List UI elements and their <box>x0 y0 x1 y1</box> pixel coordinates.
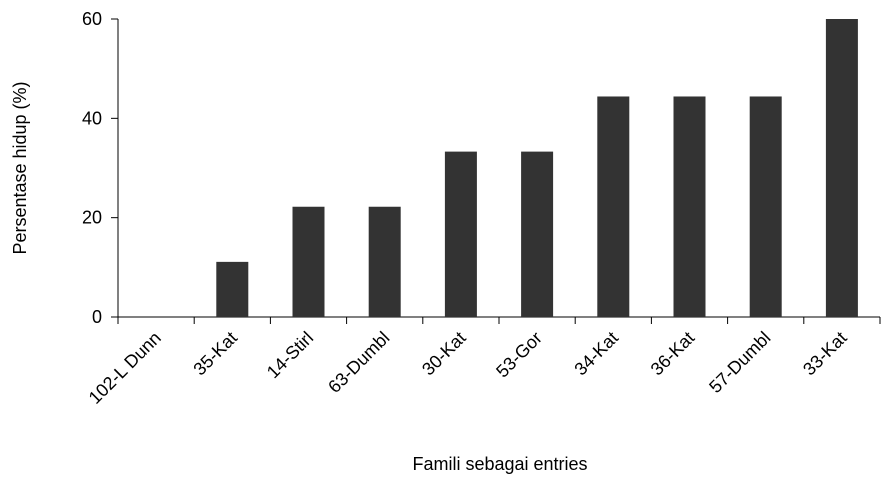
bar <box>292 206 325 317</box>
bar <box>368 206 401 317</box>
x-tick-label: 14-Stirl <box>263 328 317 382</box>
y-axis-label: Persentase hidup (%) <box>10 81 30 254</box>
x-tick-label: 36-Kat <box>647 328 699 380</box>
y-tick-label: 40 <box>82 108 102 128</box>
x-tick-label: 35-Kat <box>189 328 241 380</box>
bar <box>521 151 554 317</box>
bar <box>597 96 630 317</box>
y-tick-label: 0 <box>92 307 102 327</box>
x-tick-label: 102-L Dunn <box>85 328 165 408</box>
x-tick-label: 33-Kat <box>799 328 851 380</box>
x-tick-label: 30-Kat <box>418 328 470 380</box>
x-tick-label: 63-Dumbl <box>324 328 393 397</box>
bar <box>673 96 706 317</box>
y-tick-label: 60 <box>82 9 102 29</box>
x-axis-label: Famili sebagai entries <box>412 454 587 474</box>
x-tick-label: 34-Kat <box>570 328 622 380</box>
bar <box>444 151 477 317</box>
x-tick-label: 53-Gor <box>492 328 546 382</box>
bar <box>216 261 249 317</box>
x-tick-label: 57-Dumbl <box>705 328 774 397</box>
y-tick-label: 20 <box>82 208 102 228</box>
bar <box>749 96 782 317</box>
bar <box>825 19 858 317</box>
